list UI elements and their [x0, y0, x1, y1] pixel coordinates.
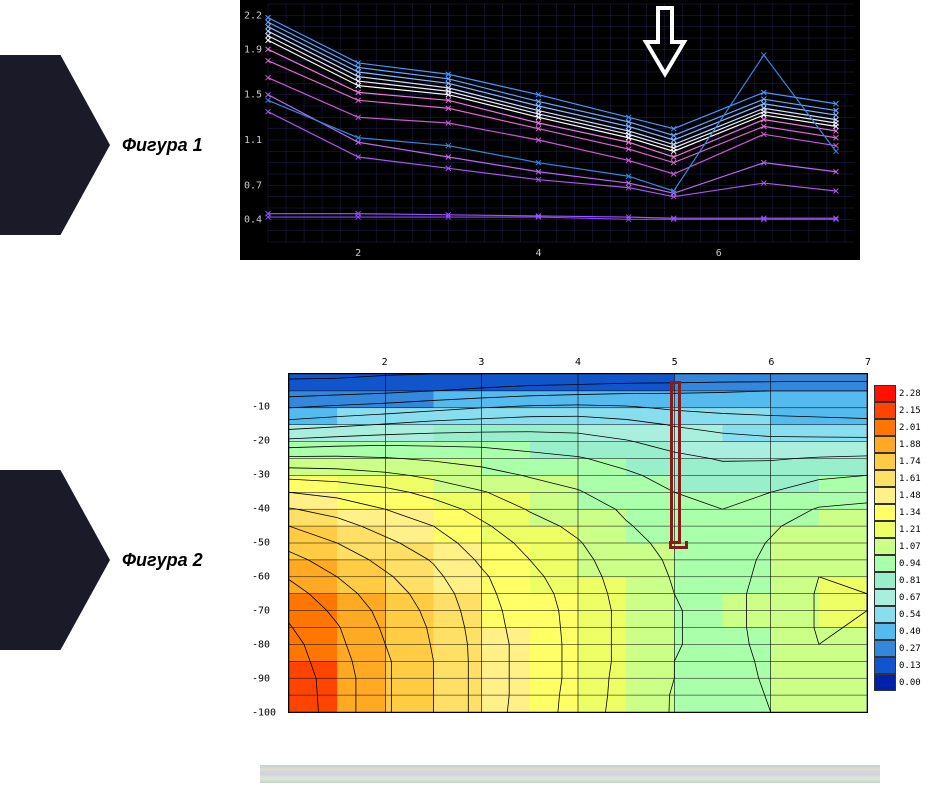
legend-entry: 1.74 [874, 453, 938, 470]
svg-text:0.4: 0.4 [244, 214, 262, 225]
figure1-line-chart: 0.4 0.7 1.1 1.5 1.9 2.2 2 4 6 [240, 0, 860, 260]
legend-entry: 1.07 [874, 538, 938, 555]
chevron-shape [0, 470, 110, 650]
svg-text:1.5: 1.5 [244, 90, 262, 101]
fig2-plot-area [288, 373, 868, 713]
legend-entry: 1.34 [874, 504, 938, 521]
legend-entry: 0.81 [874, 572, 938, 589]
legend-entry: 0.94 [874, 555, 938, 572]
noise-strip [260, 765, 880, 783]
svg-text:1.9: 1.9 [244, 44, 262, 55]
legend-entry: 1.61 [874, 470, 938, 487]
legend-entry: 2.01 [874, 419, 938, 436]
svg-text:4: 4 [535, 248, 541, 259]
fig2-label-block: Фигура 2 [0, 470, 220, 650]
legend-entry: 0.27 [874, 640, 938, 657]
fig1-label: Фигура 1 [122, 135, 203, 156]
legend-entry: 2.28 [874, 385, 938, 402]
svg-text:2.2: 2.2 [244, 10, 262, 21]
svg-text:1.1: 1.1 [244, 135, 262, 146]
fig1-label-block: Фигура 1 [0, 55, 220, 235]
fig2-colorbar: 2.282.152.011.881.741.611.481.341.211.07… [874, 385, 938, 691]
legend-entry: 0.54 [874, 606, 938, 623]
fig2-label: Фигура 2 [122, 550, 203, 571]
legend-entry: 0.40 [874, 623, 938, 640]
legend-entry: 0.13 [874, 657, 938, 674]
svg-text:0.7: 0.7 [244, 180, 262, 191]
chevron-shape [0, 55, 110, 235]
fig2-grid-svg [289, 374, 867, 712]
svg-text:6: 6 [716, 248, 722, 259]
legend-entry: 0.00 [874, 674, 938, 691]
figure2-heatmap: 234567 -10-20-30-40-50-60-70-80-90-100 2… [248, 355, 938, 725]
legend-entry: 1.21 [874, 521, 938, 538]
legend-entry: 1.48 [874, 487, 938, 504]
fig2-marker-rect [670, 381, 682, 544]
legend-entry: 0.67 [874, 589, 938, 606]
svg-text:2: 2 [355, 248, 361, 259]
legend-entry: 1.88 [874, 436, 938, 453]
legend-entry: 2.15 [874, 402, 938, 419]
fig1-svg: 0.4 0.7 1.1 1.5 1.9 2.2 2 4 6 [240, 0, 860, 260]
arrow-annotation [640, 4, 690, 89]
